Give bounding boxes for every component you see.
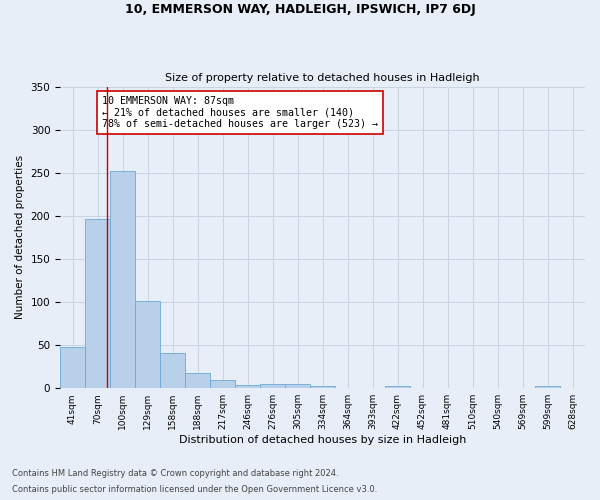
Bar xyxy=(60,347,85,388)
Bar xyxy=(235,385,260,388)
Bar xyxy=(385,386,410,388)
Bar xyxy=(285,384,310,388)
Bar xyxy=(110,171,135,388)
Title: Size of property relative to detached houses in Hadleigh: Size of property relative to detached ho… xyxy=(165,73,480,83)
Text: Contains HM Land Registry data © Crown copyright and database right 2024.: Contains HM Land Registry data © Crown c… xyxy=(12,468,338,477)
Bar xyxy=(135,301,160,388)
Text: 10 EMMERSON WAY: 87sqm
← 21% of detached houses are smaller (140)
78% of semi-de: 10 EMMERSON WAY: 87sqm ← 21% of detached… xyxy=(102,96,378,129)
Bar xyxy=(260,384,285,388)
Bar xyxy=(310,386,335,388)
Bar xyxy=(210,380,235,388)
Bar xyxy=(160,353,185,388)
Text: 10, EMMERSON WAY, HADLEIGH, IPSWICH, IP7 6DJ: 10, EMMERSON WAY, HADLEIGH, IPSWICH, IP7… xyxy=(125,2,475,16)
X-axis label: Distribution of detached houses by size in Hadleigh: Distribution of detached houses by size … xyxy=(179,435,466,445)
Bar xyxy=(185,372,210,388)
Text: Contains public sector information licensed under the Open Government Licence v3: Contains public sector information licen… xyxy=(12,485,377,494)
Bar xyxy=(535,386,560,388)
Bar xyxy=(85,220,110,388)
Y-axis label: Number of detached properties: Number of detached properties xyxy=(15,156,25,320)
